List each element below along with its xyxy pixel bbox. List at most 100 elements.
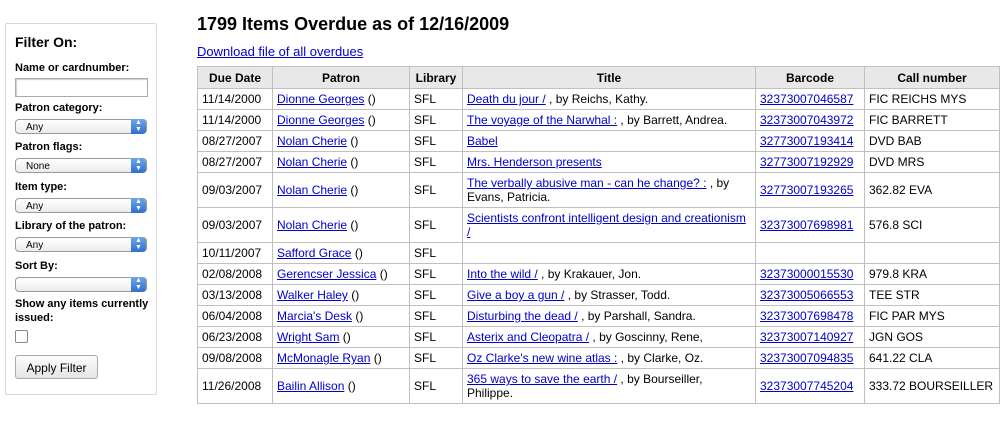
patron-link[interactable]: Nolan Cherie <box>277 155 348 169</box>
patron-cell: Gerencser Jessica () <box>272 263 410 285</box>
title-link[interactable]: Mrs. Henderson presents <box>467 155 602 169</box>
barcode-link[interactable]: 32773007193414 <box>760 134 854 148</box>
item-type-label: Item type: <box>15 181 67 193</box>
barcode-cell: 32373000015530 <box>755 263 865 285</box>
patron-paren: () <box>347 155 359 169</box>
title-link[interactable]: Oz Clarke's new wine atlas : <box>467 351 618 365</box>
patron-link[interactable]: Marcia's Desk <box>277 309 352 323</box>
call-number-cell: FIC PAR MYS <box>864 305 1000 327</box>
barcode-cell: 32773007193414 <box>755 130 865 152</box>
col-patron[interactable]: Patron <box>272 66 410 89</box>
due-date: 06/04/2008 <box>202 309 263 323</box>
patron-link[interactable]: Nolan Cherie <box>277 218 348 232</box>
title-link[interactable]: Babel <box>467 134 498 148</box>
col-call-number[interactable]: Call number <box>864 66 1000 89</box>
patron-link[interactable]: Safford Grace <box>277 246 352 260</box>
due-date-cell: 11/14/2000 <box>197 88 273 110</box>
patron-link[interactable]: Gerencser Jessica <box>277 267 377 281</box>
patron-paren: () <box>376 267 388 281</box>
barcode-link[interactable]: 32373007046587 <box>760 92 854 106</box>
library-code: SFL <box>414 351 437 365</box>
barcode-link[interactable]: 32773007193265 <box>760 183 854 197</box>
patron-paren: () <box>347 134 359 148</box>
barcode-link[interactable]: 32373007140927 <box>760 330 854 344</box>
title-cell: Mrs. Henderson presents <box>462 151 756 173</box>
due-date: 09/03/2007 <box>202 183 263 197</box>
title-link[interactable]: Scientists confront intelligent design a… <box>467 211 746 239</box>
patron-link[interactable]: Wright Sam <box>277 330 340 344</box>
due-date: 06/23/2008 <box>202 330 263 344</box>
show-issued-checkbox[interactable] <box>15 330 28 343</box>
barcode-link[interactable]: 32373007698478 <box>760 309 854 323</box>
due-date-cell: 06/23/2008 <box>197 326 273 348</box>
patron-link[interactable]: McMonagle Ryan <box>277 351 371 365</box>
due-date: 08/27/2007 <box>202 155 263 169</box>
title-link[interactable]: 365 ways to save the earth / <box>467 372 618 386</box>
filter-panel: Filter On: Name or cardnumber: Patron ca… <box>5 23 157 395</box>
due-date: 09/03/2007 <box>202 218 263 232</box>
barcode-link[interactable]: 32373007043972 <box>760 113 854 127</box>
patron-cell: Bailin Allison () <box>272 368 410 404</box>
title-cell: Death du jour / , by Reichs, Kathy. <box>462 88 756 110</box>
patron-category-select[interactable]: Any ▲ ▼ <box>15 119 147 134</box>
call-number-cell: JGN GOS <box>864 326 1000 348</box>
patron-cell: Safford Grace () <box>272 242 410 264</box>
patron-flags-select[interactable]: None ▲ ▼ <box>15 158 147 173</box>
barcode-link[interactable]: 32373007745204 <box>760 379 854 393</box>
patron-link[interactable]: Nolan Cherie <box>277 134 348 148</box>
title-link[interactable]: Disturbing the dead / <box>467 309 578 323</box>
barcode-link[interactable]: 32773007192929 <box>760 155 854 169</box>
title-link[interactable]: The verbally abusive man - can he change… <box>467 176 707 190</box>
library-select[interactable]: Any ▲ ▼ <box>15 237 147 252</box>
apply-filter-button[interactable]: Apply Filter <box>15 355 98 379</box>
barcode-cell: 32373007745204 <box>755 368 865 404</box>
title-cell: Asterix and Cleopatra / , by Goscinny, R… <box>462 326 756 348</box>
patron-paren: () <box>347 183 359 197</box>
patron-link[interactable]: Nolan Cherie <box>277 183 348 197</box>
col-barcode[interactable]: Barcode <box>755 66 865 89</box>
barcode-link[interactable]: 32373007094835 <box>760 351 854 365</box>
patron-link[interactable]: Dionne Georges <box>277 92 365 106</box>
item-type-select[interactable]: Any ▲ ▼ <box>15 198 147 213</box>
patron-cell: Dionne Georges () <box>272 109 410 131</box>
library-code: SFL <box>414 218 437 232</box>
name-input[interactable] <box>15 78 148 97</box>
patron-cell: McMonagle Ryan () <box>272 347 410 369</box>
barcode-cell: 32373005066553 <box>755 284 865 306</box>
download-overdues-link[interactable]: Download file of all overdues <box>197 44 364 59</box>
patron-category-label: Patron category: <box>15 102 103 114</box>
patron-link[interactable]: Bailin Allison <box>277 379 345 393</box>
barcode-cell: 32773007193265 <box>755 172 865 208</box>
barcode-link[interactable]: 32373005066553 <box>760 288 854 302</box>
col-due-date[interactable]: Due Date <box>197 66 273 89</box>
title-link[interactable]: Into the wild / <box>467 267 538 281</box>
barcode-cell: 32373007046587 <box>755 88 865 110</box>
title-link[interactable]: Asterix and Cleopatra / <box>467 330 590 344</box>
patron-link[interactable]: Walker Haley <box>277 288 348 302</box>
title-author: , by Goscinny, Rene, <box>589 330 703 344</box>
call-number: 362.82 EVA <box>869 183 933 197</box>
call-number-cell: DVD BAB <box>864 130 1000 152</box>
title-link[interactable]: Give a boy a gun / <box>467 288 565 302</box>
call-number: 333.72 BOURSEILLER <box>869 379 994 393</box>
library-code: SFL <box>414 113 437 127</box>
library-cell: SFL <box>409 88 463 110</box>
library-code: SFL <box>414 134 437 148</box>
barcode-cell: 32373007094835 <box>755 347 865 369</box>
title-link[interactable]: The voyage of the Narwhal : <box>467 113 618 127</box>
col-title[interactable]: Title <box>462 66 756 89</box>
col-library[interactable]: Library <box>409 66 463 89</box>
library-code: SFL <box>414 330 437 344</box>
barcode-link[interactable]: 32373007698981 <box>760 218 854 232</box>
patron-paren: () <box>344 379 356 393</box>
call-number: JGN GOS <box>869 330 924 344</box>
sort-select[interactable]: ▲ ▼ <box>15 277 147 292</box>
patron-cell: Dionne Georges () <box>272 88 410 110</box>
call-number-cell: FIC BARRETT <box>864 109 1000 131</box>
title-link[interactable]: Death du jour / <box>467 92 546 106</box>
patron-paren: () <box>347 218 359 232</box>
barcode-link[interactable]: 32373000015530 <box>760 267 854 281</box>
call-number-cell: TEE STR <box>864 284 1000 306</box>
patron-link[interactable]: Dionne Georges <box>277 113 365 127</box>
call-number-cell: 576.8 SCI <box>864 207 1000 243</box>
